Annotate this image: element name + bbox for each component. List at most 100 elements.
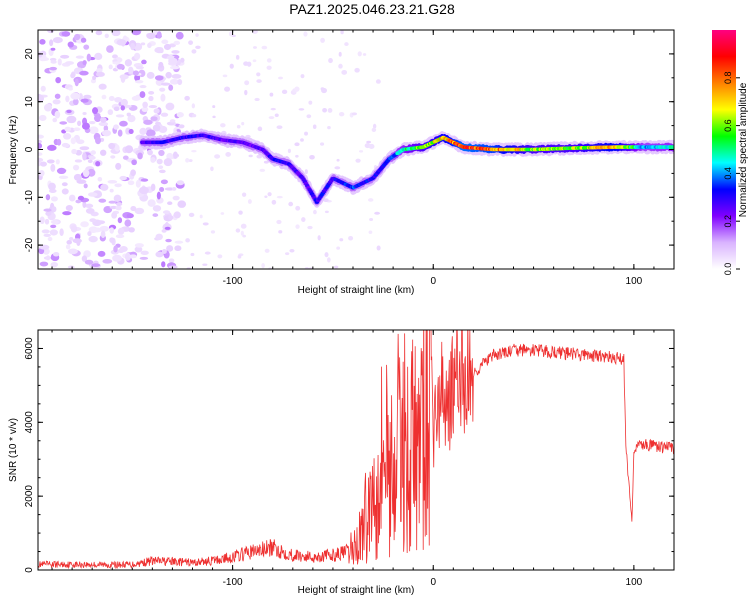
spectrogram-noise <box>261 45 268 50</box>
spectrogram-noise <box>74 159 83 163</box>
spectrogram-noise <box>72 98 79 106</box>
spectrogram-noise <box>70 225 78 233</box>
spectrogram-noise <box>344 42 349 47</box>
spectrogram-noise <box>81 255 88 262</box>
spectrogram-noise <box>52 99 61 105</box>
spectrogram-noise <box>49 66 58 71</box>
spectrogram-noise <box>158 149 165 157</box>
spectrogram-noise <box>83 44 90 50</box>
spectrogram-noise <box>124 145 134 154</box>
spectrogram-noise <box>42 248 50 255</box>
spectrogram-noise <box>225 151 231 157</box>
spectrogram-noise <box>357 51 362 57</box>
spectrogram-noise <box>195 33 199 37</box>
spectrogram-noise <box>52 37 63 44</box>
spectrogram-noise <box>336 158 340 162</box>
spectrogram-noise <box>67 87 74 91</box>
spectrogram-noise <box>158 169 166 174</box>
spectrogram-noise <box>107 109 114 116</box>
snr-x-label: Height of straight line (km) <box>298 585 415 596</box>
spectrogram-noise <box>66 240 72 245</box>
spectrogram-noise <box>252 46 257 49</box>
spectrogram-noise <box>82 169 90 178</box>
spectrogram-noise <box>39 57 50 62</box>
spectrogram-noise <box>168 258 175 263</box>
spectrogram-noise <box>88 155 96 160</box>
spectrogram-noise <box>159 187 165 193</box>
spectrogram-noise <box>153 108 160 114</box>
spectrogram-noise <box>120 105 126 111</box>
spectrogram-noise <box>47 236 53 242</box>
spectrogram-noise <box>52 252 60 257</box>
spectrogram-noise <box>84 259 94 265</box>
spectrogram-noise <box>39 244 50 250</box>
spectrogram-noise <box>240 230 244 236</box>
spectrogram-noise <box>165 71 172 79</box>
spectrogram-noise <box>368 230 373 234</box>
spectrogram-noise <box>120 98 128 107</box>
spectrogram-noise <box>214 154 221 159</box>
spectrogram-noise <box>59 121 68 125</box>
spectrogram-noise <box>61 188 69 195</box>
spectrogram-noise <box>288 201 294 207</box>
spectrogram-noise <box>38 142 43 149</box>
spectrogram-noise <box>38 152 43 156</box>
spectrogram-noise <box>268 116 275 120</box>
spectrogram-noise <box>82 112 87 116</box>
spectrogram-noise <box>368 143 375 149</box>
spectrogram-noise <box>180 57 185 63</box>
spectrogram-noise <box>176 180 185 186</box>
spectrogram-noise <box>127 180 135 186</box>
spectrogram-noise <box>229 63 234 69</box>
spectrogram-noise <box>52 117 58 123</box>
spectrogram-noise <box>64 126 72 132</box>
spectrogram-noise <box>92 107 99 115</box>
spectrogram-noise <box>116 39 127 46</box>
spectrogram-noise <box>126 112 131 117</box>
spectrogram-noise <box>140 250 149 256</box>
spectrogram-noise <box>289 248 295 253</box>
spectrogram-noise <box>236 124 241 129</box>
spectrogram-noise <box>131 95 141 101</box>
spectrogram-noise <box>298 108 305 111</box>
spectrogram-noise <box>129 254 137 259</box>
spectrogram-noise <box>54 93 61 99</box>
snr-frame <box>37 329 675 571</box>
spectrogram-noise <box>195 45 201 49</box>
spectrogram-noise <box>300 138 304 142</box>
spectrogram-noise <box>177 78 183 86</box>
spectrogram-noise <box>295 154 299 158</box>
spectrogram-noise <box>307 225 313 230</box>
spectrogram-noise <box>274 113 279 118</box>
spectrogram-noise <box>70 92 81 100</box>
spectrogram-noise <box>70 137 76 145</box>
spectrogram-noise <box>303 31 308 37</box>
spectrogram-noise <box>160 82 171 86</box>
spectrogram-noise <box>235 54 240 60</box>
colorbar-tick-label: 0.4 <box>723 167 733 180</box>
spectrogram-noise <box>168 57 178 65</box>
spectrogram-noise <box>98 83 107 90</box>
spectrogram-noise <box>124 59 132 67</box>
spectrogram-noise <box>50 220 60 225</box>
spectrogram-y-label: Frequency (Hz) <box>8 116 19 185</box>
spectrogram-noise <box>106 45 114 53</box>
spectrogram-noise <box>267 192 272 197</box>
spectrogram-noise <box>82 201 87 208</box>
spectrogram-noise <box>108 64 113 70</box>
spectrogram-noise <box>100 149 107 156</box>
spectrogram-noise <box>124 219 132 227</box>
spectrogram-noise <box>165 238 172 243</box>
spectrogram-noise <box>184 95 190 101</box>
spectrogram-noise <box>109 237 115 243</box>
spectrogram-noise <box>50 224 57 229</box>
spectrogram-noise <box>45 255 51 261</box>
spectrogram-noise <box>127 114 136 123</box>
spectrogram-noise <box>74 78 79 87</box>
spectrogram-noise <box>172 151 178 159</box>
spectrogram-noise <box>340 30 344 35</box>
spectrogram-noise <box>119 246 128 252</box>
spectrogram-noise <box>158 61 164 68</box>
spectrogram-noise <box>185 238 190 243</box>
